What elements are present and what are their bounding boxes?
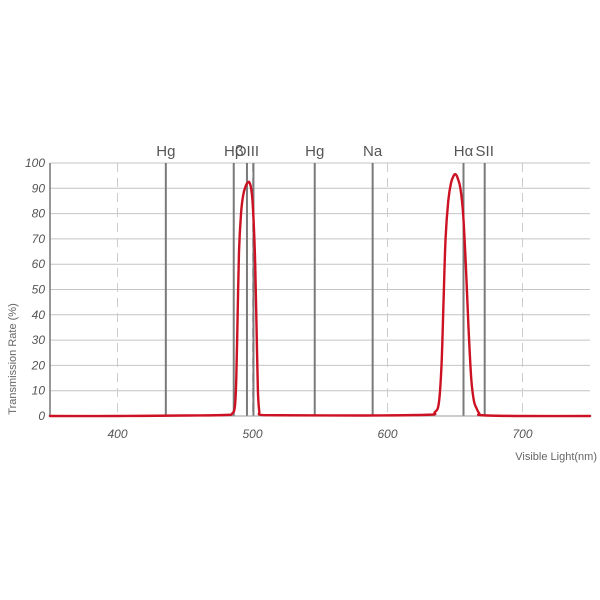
- labels: Visible Light(nm) Transmission Rate (%): [7, 303, 597, 463]
- x-tick-label: 700: [512, 427, 532, 441]
- y-axis-label: Transmission Rate (%): [7, 303, 19, 414]
- y-tick-label: 100: [25, 156, 45, 170]
- grid: [50, 162, 590, 417]
- emission-line-label: Hg: [305, 143, 324, 160]
- emission-line-label: Hg: [156, 143, 175, 160]
- axes: 0 10 20 30 40 50 60 70 80 90 100 400 500 600 700: [25, 156, 590, 441]
- emission-line-label: OIII: [235, 143, 259, 160]
- emission-line-label: Na: [363, 143, 383, 160]
- y-tick-label: 50: [32, 283, 46, 297]
- y-tick-label: 20: [31, 358, 46, 372]
- y-tick-label: 0: [38, 409, 45, 423]
- x-tick-label: 600: [377, 427, 397, 441]
- emission-line-label: SII: [476, 143, 494, 160]
- y-tick-label: 60: [32, 257, 46, 271]
- emission-line-label: Hβ: [224, 143, 244, 160]
- y-tick-label: 80: [32, 207, 46, 221]
- y-tick-label: 30: [32, 333, 46, 347]
- y-tick-label: 40: [32, 308, 46, 322]
- transmission-curve: [48, 172, 592, 418]
- y-tick-label: 70: [32, 232, 46, 246]
- y-tick-label: 10: [32, 384, 46, 398]
- x-tick-label: 500: [242, 427, 262, 441]
- x-tick-label: 400: [107, 427, 127, 441]
- x-axis-label: Visible Light(nm): [515, 451, 597, 463]
- y-tick-label: 90: [32, 181, 46, 195]
- series: [48, 172, 592, 418]
- emission-line-label: Hα: [454, 143, 474, 160]
